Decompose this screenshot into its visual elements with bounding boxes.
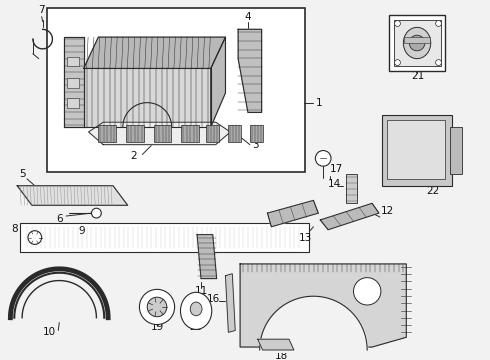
Circle shape: [92, 208, 101, 218]
Text: 7: 7: [38, 5, 45, 15]
Bar: [393, 19, 441, 67]
Text: 9: 9: [79, 226, 85, 236]
Circle shape: [409, 35, 425, 51]
Bar: [228, 125, 241, 142]
Bar: [67, 98, 79, 108]
Bar: [20, 223, 309, 252]
Text: 22: 22: [426, 186, 439, 195]
Bar: [404, 37, 430, 43]
Polygon shape: [238, 29, 262, 112]
Bar: [387, 120, 445, 179]
Bar: [67, 57, 79, 67]
Bar: [98, 125, 116, 142]
Text: 4: 4: [244, 12, 251, 22]
Bar: [47, 8, 305, 172]
Text: 18: 18: [274, 351, 288, 360]
Bar: [154, 125, 172, 142]
Polygon shape: [225, 274, 235, 332]
Polygon shape: [17, 186, 128, 205]
Circle shape: [436, 21, 441, 26]
Text: 3: 3: [252, 140, 258, 150]
Text: 8: 8: [11, 224, 18, 234]
Circle shape: [28, 231, 42, 244]
Bar: [345, 174, 357, 203]
Bar: [126, 125, 144, 142]
Text: 21: 21: [411, 71, 424, 81]
Text: 17: 17: [330, 164, 343, 174]
Bar: [250, 125, 263, 142]
Polygon shape: [84, 68, 211, 127]
Text: 2: 2: [131, 152, 137, 161]
Circle shape: [147, 297, 167, 317]
Text: 12: 12: [381, 206, 394, 216]
Circle shape: [436, 60, 441, 66]
Ellipse shape: [180, 292, 212, 329]
Polygon shape: [240, 264, 406, 347]
Circle shape: [394, 21, 400, 26]
Text: 14: 14: [328, 179, 342, 189]
Polygon shape: [268, 201, 318, 227]
Polygon shape: [89, 122, 230, 145]
Polygon shape: [84, 37, 225, 68]
Bar: [181, 125, 199, 142]
Polygon shape: [211, 37, 225, 127]
Text: 15: 15: [318, 306, 332, 316]
Bar: [382, 115, 452, 186]
Text: 10: 10: [43, 327, 56, 337]
Circle shape: [140, 289, 174, 325]
Bar: [206, 125, 219, 142]
Text: 6: 6: [56, 214, 63, 224]
Bar: [67, 78, 79, 88]
Text: 19: 19: [151, 323, 165, 333]
Text: 20: 20: [189, 323, 202, 333]
Text: 13: 13: [299, 233, 312, 243]
Ellipse shape: [190, 302, 202, 316]
Polygon shape: [64, 37, 84, 127]
Text: 1: 1: [316, 98, 322, 108]
Circle shape: [353, 278, 381, 305]
Ellipse shape: [403, 27, 431, 59]
Bar: [450, 127, 462, 174]
Text: 16: 16: [207, 294, 220, 304]
Text: 5: 5: [19, 169, 26, 179]
Circle shape: [394, 60, 400, 66]
Polygon shape: [320, 203, 379, 230]
Polygon shape: [197, 235, 217, 279]
Circle shape: [316, 150, 331, 166]
Polygon shape: [258, 339, 294, 350]
Bar: [389, 15, 445, 71]
Text: 11: 11: [195, 286, 208, 296]
